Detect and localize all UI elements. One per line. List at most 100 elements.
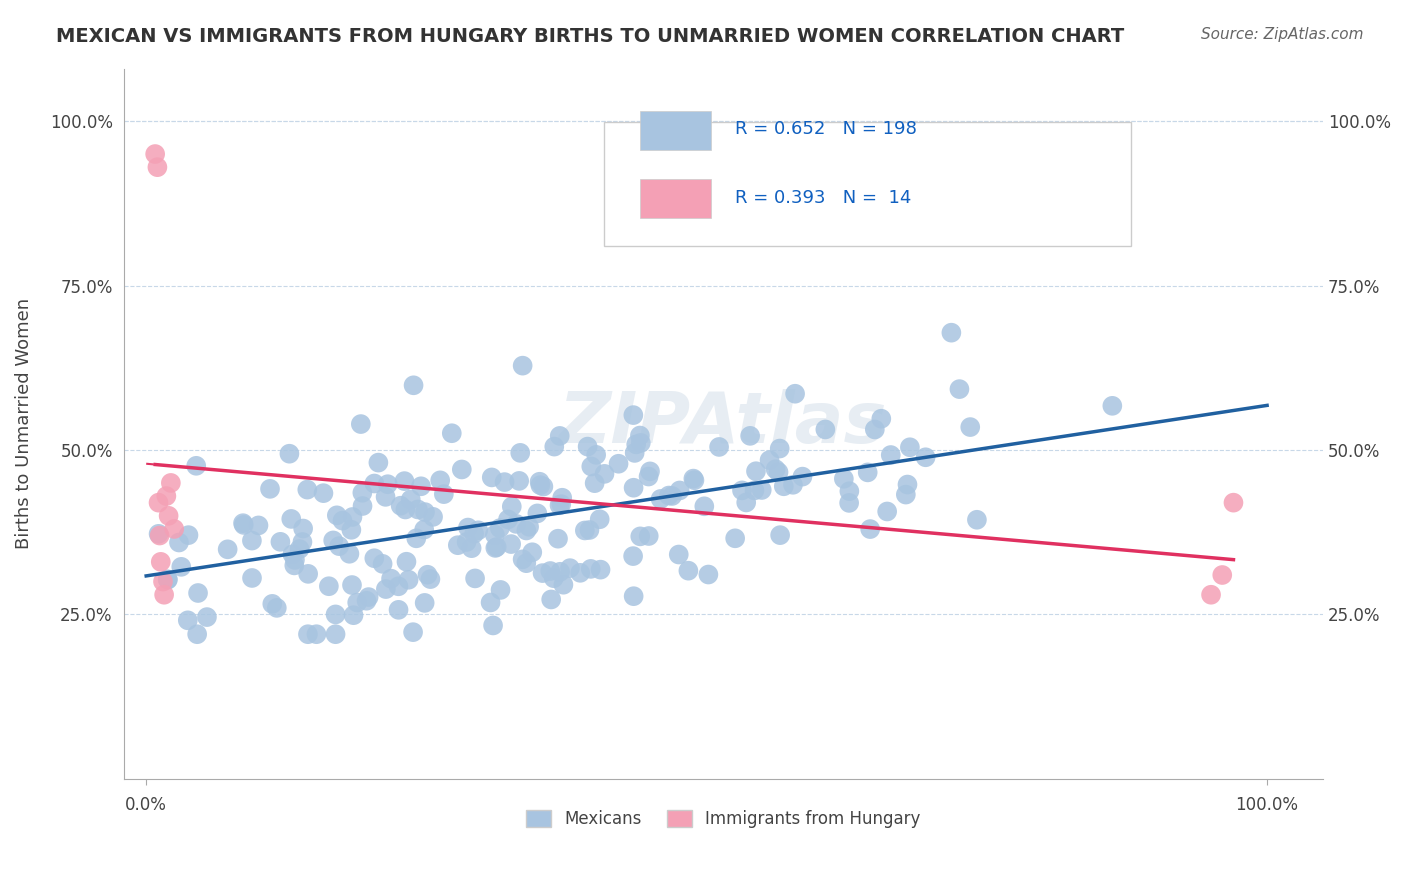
Point xyxy=(429,473,451,487)
Point xyxy=(589,563,612,577)
Point xyxy=(186,458,208,473)
Point xyxy=(297,566,319,581)
Point xyxy=(325,607,347,622)
Point xyxy=(578,523,600,537)
Legend: Mexicans, Immigrants from Hungary: Mexicans, Immigrants from Hungary xyxy=(520,803,928,835)
Point xyxy=(160,475,183,490)
Point xyxy=(394,502,416,516)
Point xyxy=(638,464,661,478)
Point xyxy=(782,477,804,491)
Point xyxy=(966,513,988,527)
Point xyxy=(832,472,855,486)
Point xyxy=(433,487,456,501)
Point xyxy=(479,595,502,609)
Point xyxy=(623,481,645,495)
Point xyxy=(357,590,380,604)
Point xyxy=(863,422,886,436)
Point xyxy=(297,483,319,497)
Point xyxy=(413,505,436,519)
Point xyxy=(146,160,169,174)
Point xyxy=(342,608,364,623)
Point xyxy=(628,428,651,442)
Point xyxy=(163,522,186,536)
Point xyxy=(278,447,301,461)
Point xyxy=(1101,399,1123,413)
Point xyxy=(522,545,544,559)
Point xyxy=(744,483,766,498)
Point xyxy=(948,382,970,396)
Point xyxy=(457,520,479,534)
Point xyxy=(342,510,364,524)
Text: ZIPAtlas: ZIPAtlas xyxy=(560,389,887,458)
Point xyxy=(484,541,506,555)
Point xyxy=(481,470,503,484)
Point xyxy=(325,627,347,641)
Point xyxy=(898,440,921,454)
Point xyxy=(1222,496,1244,510)
Point xyxy=(543,571,565,585)
Point xyxy=(186,627,208,641)
FancyBboxPatch shape xyxy=(603,122,1132,246)
Point xyxy=(322,533,344,548)
Point xyxy=(484,528,506,542)
Point xyxy=(419,572,441,586)
Point xyxy=(623,589,645,603)
Point xyxy=(240,571,263,585)
Point xyxy=(859,522,882,536)
Point xyxy=(269,534,291,549)
Point xyxy=(247,518,270,533)
Point xyxy=(914,450,936,465)
Point xyxy=(593,467,616,481)
Point xyxy=(526,507,548,521)
Point xyxy=(148,496,170,510)
Point xyxy=(1211,568,1233,582)
Point xyxy=(395,555,418,569)
Point xyxy=(621,408,644,422)
Point xyxy=(707,440,730,454)
Point xyxy=(941,326,963,340)
Point xyxy=(312,486,335,500)
Point xyxy=(406,502,429,516)
Point xyxy=(558,561,581,575)
Point xyxy=(387,603,409,617)
Point xyxy=(512,552,534,566)
Point xyxy=(496,512,519,526)
Point xyxy=(467,524,489,538)
Point xyxy=(769,442,792,456)
Point xyxy=(318,579,340,593)
Point xyxy=(332,514,354,528)
Point xyxy=(149,528,172,542)
Point xyxy=(621,549,644,563)
Point xyxy=(838,496,860,510)
Text: R = 0.393   N =  14: R = 0.393 N = 14 xyxy=(735,189,912,207)
Point xyxy=(870,411,893,425)
Point xyxy=(394,474,416,488)
Text: Source: ZipAtlas.com: Source: ZipAtlas.com xyxy=(1201,27,1364,42)
Point xyxy=(529,475,551,489)
Point xyxy=(356,593,378,607)
Point xyxy=(352,499,374,513)
Point xyxy=(880,448,903,462)
Point xyxy=(328,539,350,553)
Point xyxy=(856,466,879,480)
Point xyxy=(785,386,807,401)
Point xyxy=(623,446,645,460)
FancyBboxPatch shape xyxy=(640,178,711,218)
Point xyxy=(485,540,508,554)
Point xyxy=(509,446,531,460)
Point xyxy=(515,524,537,538)
Point xyxy=(876,504,898,518)
Point xyxy=(693,500,716,514)
Point xyxy=(548,498,571,512)
Point xyxy=(792,469,814,483)
Point xyxy=(413,596,436,610)
Point xyxy=(350,417,373,431)
Point xyxy=(576,440,599,454)
Point xyxy=(340,523,363,537)
Point xyxy=(177,528,200,542)
Point xyxy=(259,482,281,496)
Point xyxy=(624,437,647,451)
Point xyxy=(291,535,314,549)
Point xyxy=(402,625,425,640)
Point xyxy=(581,459,603,474)
